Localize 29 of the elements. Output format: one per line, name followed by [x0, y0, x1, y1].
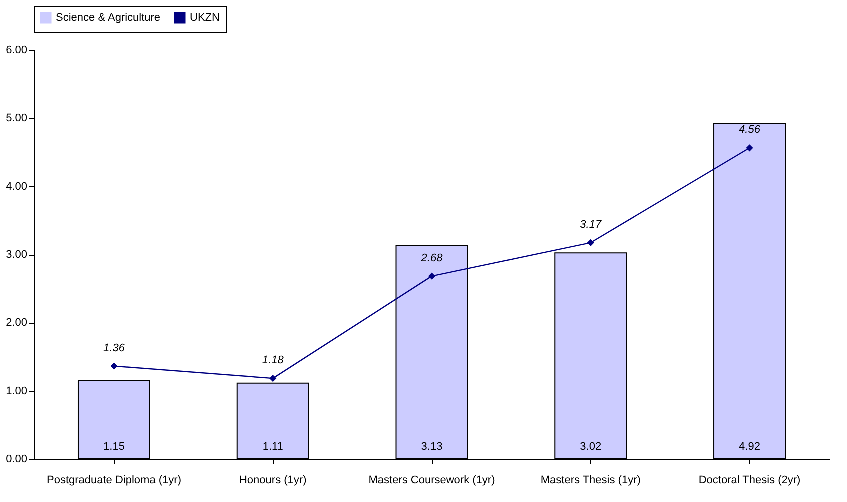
data-label: 1.36: [104, 342, 126, 354]
point: [110, 362, 118, 370]
data-label: 3.02: [580, 441, 602, 453]
x-tick-label: Honours (1yr): [239, 474, 307, 486]
y-tick-label: 1.00: [6, 385, 28, 398]
y-tick-label: 6.00: [6, 44, 28, 56]
data-label: 1.11: [262, 441, 284, 453]
data-label: 3.13: [421, 441, 443, 453]
data-label: 3.17: [580, 218, 602, 231]
x-tick-label: Postgraduate Diploma (1yr): [46, 474, 182, 486]
data-label: 4.92: [739, 441, 760, 453]
point: [270, 375, 277, 382]
y-tick-label: 2.00: [6, 317, 28, 330]
point: [428, 272, 436, 280]
y-tick-label: 4.00: [6, 180, 28, 193]
y-tick-label: 5.00: [6, 112, 28, 125]
data-label: 1.18: [262, 354, 285, 367]
y-tick-label: 0.00: [6, 454, 28, 466]
x-tick-label: Masters Coursework (1yr): [368, 474, 496, 486]
data-label: 1.15: [104, 441, 125, 453]
data-label: 4.56: [739, 124, 762, 136]
legend-label: Science & Agriculture: [56, 12, 161, 24]
x-tick-label: Masters Thesis (1yr): [540, 474, 641, 486]
point: [587, 239, 594, 246]
y-tick-label: 3.00: [6, 249, 28, 261]
x-tick-label: Doctoral Thesis (2yr): [698, 474, 801, 486]
data-label: 2.68: [420, 252, 444, 264]
point: [746, 144, 754, 152]
legend-label: UKZN: [190, 12, 220, 24]
